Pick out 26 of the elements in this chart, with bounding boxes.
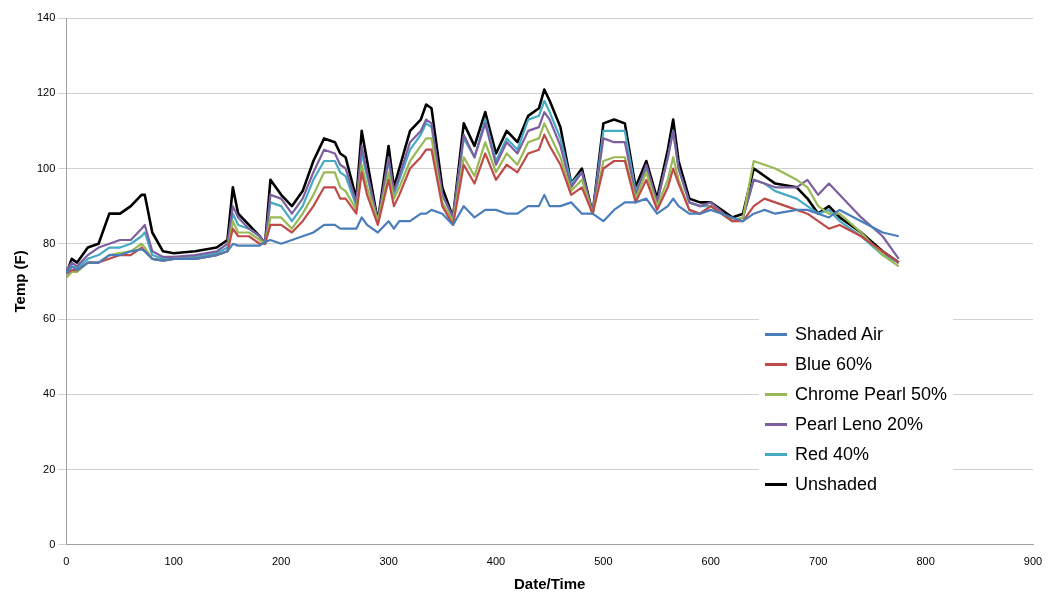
x-tick-label: 900 [1023,555,1043,568]
legend-label: Red 40% [794,443,869,465]
y-tick-label: 100 [36,161,56,174]
y-tick-label: 20 [43,462,56,475]
y-tick-label: 120 [36,86,56,99]
y-tick-label: 80 [43,236,56,249]
y-tick-label: 140 [36,11,56,24]
x-axis-title: Date/Time [513,575,586,593]
x-tick-label: 800 [916,555,935,568]
x-tick-label: 100 [164,555,183,568]
y-tick-label: 0 [49,537,56,550]
x-tick-label: 500 [594,555,613,568]
x-tick-label: 400 [486,555,506,568]
y-tick-label: 40 [43,387,56,400]
x-tick-label: 600 [701,555,720,568]
legend-label: Blue 60% [794,353,872,375]
legend-label: Pearl Leno 20% [794,413,924,435]
legend-label: Chrome Pearl 50% [794,383,947,405]
x-tick-label: 700 [809,555,828,568]
legend-label: Unshaded [794,473,877,495]
y-tick-label: 60 [43,312,56,325]
y-axis-title: Temp (F) [11,250,29,313]
x-tick-label: 200 [271,555,291,568]
x-tick-label: 0 [63,555,70,568]
legend-label: Shaded Air [794,323,883,345]
x-tick-label: 300 [379,555,398,568]
